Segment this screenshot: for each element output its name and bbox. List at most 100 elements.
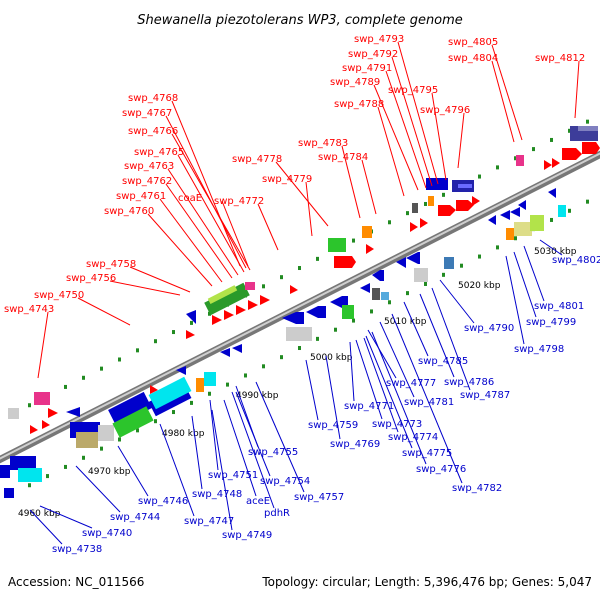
scale-dot [478,254,481,259]
gene-block [204,372,216,386]
genome-backbone [0,150,600,464]
leader-line [235,385,259,448]
leader-line [371,331,427,465]
leader-line [231,391,275,509]
scale-dot [496,165,499,170]
scale-label: 4960 kbp [18,509,61,519]
leader-line [211,409,233,531]
leader-line [109,280,181,296]
leader-line [505,255,525,345]
gene-block [204,282,250,316]
scale-dot [424,201,427,206]
leader-line [305,181,313,237]
gene-arrow [410,222,418,232]
gene-block [10,456,36,470]
scale-dot [226,382,229,387]
scale-dot [118,357,121,362]
reverse-gene-label: swp_4740 [82,528,132,539]
forward-gene-label: swp_4778 [232,154,282,165]
gene-block [245,282,255,290]
scale-dot [154,339,157,344]
leader-line [439,279,475,324]
leader-line [147,213,213,287]
reverse-gene-label: swp_4802 [552,255,600,266]
reverse-gene-label: swp_4790 [464,323,514,334]
scale-label: 4970 kbp [88,467,131,477]
leader-line [391,313,463,484]
gene-arrow [334,256,356,268]
leader-line [341,145,361,219]
gene-block [34,392,50,405]
scale-dot [154,419,157,424]
gene-arrow [472,196,480,206]
forward-gene-label: swp_4783 [298,138,348,149]
leader-line [397,41,439,185]
gene-arrow [232,344,242,353]
scale-dot [568,208,571,213]
gene-block [530,215,544,231]
scale-dot [550,137,553,142]
gene-arrow [518,200,526,210]
gene-arrow [176,366,186,375]
gene-features [0,126,600,498]
scale-dot [370,309,373,314]
leader-line [129,266,191,293]
forward-gene-label: swp_4750 [34,290,84,301]
scale-dot [424,281,427,286]
forward-gene-label: swp_4791 [342,63,392,74]
scale-dot [262,364,265,369]
scale-dot [244,373,247,378]
scale-label: 4990 kbp [236,391,279,401]
leader-line [349,341,355,402]
leader-line [379,321,415,398]
scale-dot [352,318,355,323]
scale-dot [172,410,175,415]
gene-block [196,378,204,392]
scale-dot [208,391,211,396]
reverse-gene-label: swp_4781 [404,397,454,408]
reverse-gene-label: swp_4755 [248,447,298,458]
gene-block [108,391,152,427]
gene-block [362,226,372,238]
reverse-gene-label: swp_4748 [192,489,242,500]
scale-dot [190,400,193,405]
gene-block [428,196,434,206]
gene-block [286,327,312,341]
scale-dot [100,446,103,451]
scale-dot [406,291,409,296]
gene-arrow [0,465,10,478]
scale-dot [64,464,67,469]
scale-dot [28,403,31,408]
scale-dot [442,192,445,197]
gene-arrow [500,210,510,220]
leader-line [177,154,245,273]
gene-block [506,228,514,240]
forward-gene-label: swp_4796 [420,105,470,116]
gene-arrow [212,315,222,325]
gene-arrow [224,310,234,320]
scale-dot [262,284,265,289]
reverse-genes [0,188,566,498]
scale-dot [82,455,85,460]
forward-gene-label: swp_4793 [354,34,404,45]
forward-gene-label: swp_4779 [262,174,312,185]
forward-genes [8,126,600,434]
reverse-gene-label: swp_4777 [386,378,436,389]
gene-block [514,222,532,236]
gene-block [412,203,418,213]
scale-dot [280,275,283,280]
scale-dot [316,336,319,341]
scale-dot [478,174,481,179]
forward-gene-label: swp_4762 [122,176,172,187]
reverse-gene-label: swp_4782 [452,483,502,494]
scale-label: 5020 kbp [458,281,501,291]
reverse-gene-label: swp_4754 [260,476,310,487]
gene-arrow [438,205,456,216]
forward-gene-label: swp_4789 [330,77,380,88]
scale-dot [100,366,103,371]
leader-line [221,200,249,267]
scale-label: 5010 kbp [384,317,427,327]
reverse-gene-labels: swp_4738 swp_4740 swp_4744 swp_4746 swp_4747… [52,255,600,555]
forward-gene-label: swp_4812 [535,53,585,64]
gene-block [76,432,98,448]
